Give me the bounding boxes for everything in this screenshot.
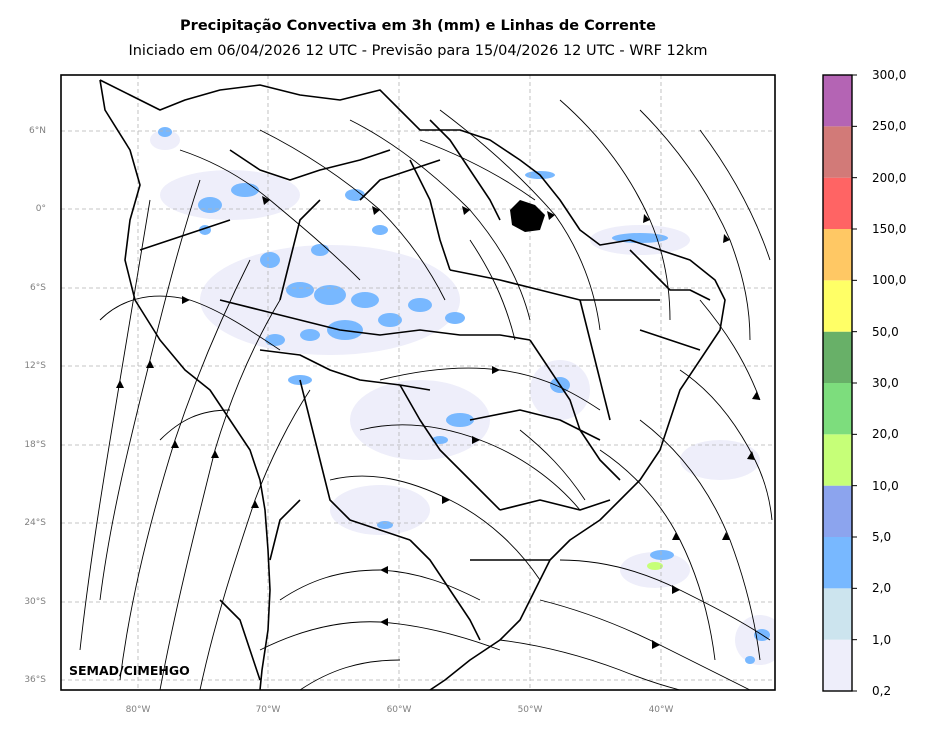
- colorbar-segment: [823, 177, 852, 229]
- colorbar-tick-label: 30,0: [872, 376, 899, 390]
- colorbar-segment: [823, 280, 852, 332]
- colorbar-tick-label: 100,0: [872, 273, 907, 288]
- colorbar-segment: [823, 537, 852, 589]
- lon-label-70w: 70°W: [255, 705, 281, 715]
- marajo-island: [510, 200, 545, 232]
- country-borders: [99, 79, 726, 690]
- colorbar-segment: [823, 126, 852, 178]
- colorbar-tick-label: 5,0: [872, 530, 892, 544]
- colorbar-tick-label: 250,0: [872, 119, 907, 134]
- colorbar-tick-label: 10,0: [872, 478, 899, 493]
- colorbar-tick-label: 200,0: [872, 170, 907, 185]
- credit-label: SEMAD/CIMEHGO: [69, 663, 190, 678]
- colorbar-tick-label: 2,0: [872, 581, 892, 596]
- lat-label-6n: 6°N: [29, 126, 46, 136]
- lat-label-6s: 6°S: [30, 283, 46, 293]
- colorbar-tick-label: 150,0: [872, 222, 907, 236]
- map-gridlines: [61, 75, 775, 690]
- lon-label-80w: 80°W: [125, 705, 151, 715]
- colorbar-segment: [823, 75, 852, 127]
- lat-label-0: 0°: [35, 204, 46, 214]
- map-subtitle: Iniciado em 06/04/2026 12 UTC - Previsão…: [128, 43, 708, 59]
- colorbar-segment: [823, 229, 852, 281]
- colorbar-segment: [823, 639, 852, 691]
- colorbar-segment: [823, 434, 852, 486]
- colorbar-tick-label: 20,0: [872, 427, 899, 442]
- map-frame: [60, 74, 776, 691]
- lat-label-24s: 24°S: [24, 518, 46, 528]
- streamline-arrows: [116, 196, 760, 649]
- colorbar-tick-label: 300,0: [872, 68, 907, 82]
- colorbar-tick-label: 0,2: [872, 684, 892, 698]
- colorbar-segment: [823, 588, 852, 640]
- map-title: Precipitação Convectiva em 3h (mm) e Lin…: [180, 18, 656, 34]
- lat-label-18s: 18°S: [24, 440, 46, 450]
- colorbar-segment: [823, 331, 852, 383]
- colorbar-tick-label: 50,0: [872, 324, 899, 339]
- lon-label-50w: 50°W: [517, 705, 543, 715]
- lon-label-40w: 40°W: [648, 705, 674, 715]
- lat-label-30s: 30°S: [24, 597, 46, 607]
- colorbar-segment: [823, 485, 852, 537]
- lat-label-12s: 12°S: [24, 361, 46, 371]
- colorbar-segment: [823, 383, 852, 435]
- lat-label-36s: 36°S: [24, 675, 46, 685]
- colorbar-tick-label: 1,0: [872, 632, 892, 647]
- lon-label-60w: 60°W: [386, 705, 412, 715]
- colorbar: [822, 74, 857, 692]
